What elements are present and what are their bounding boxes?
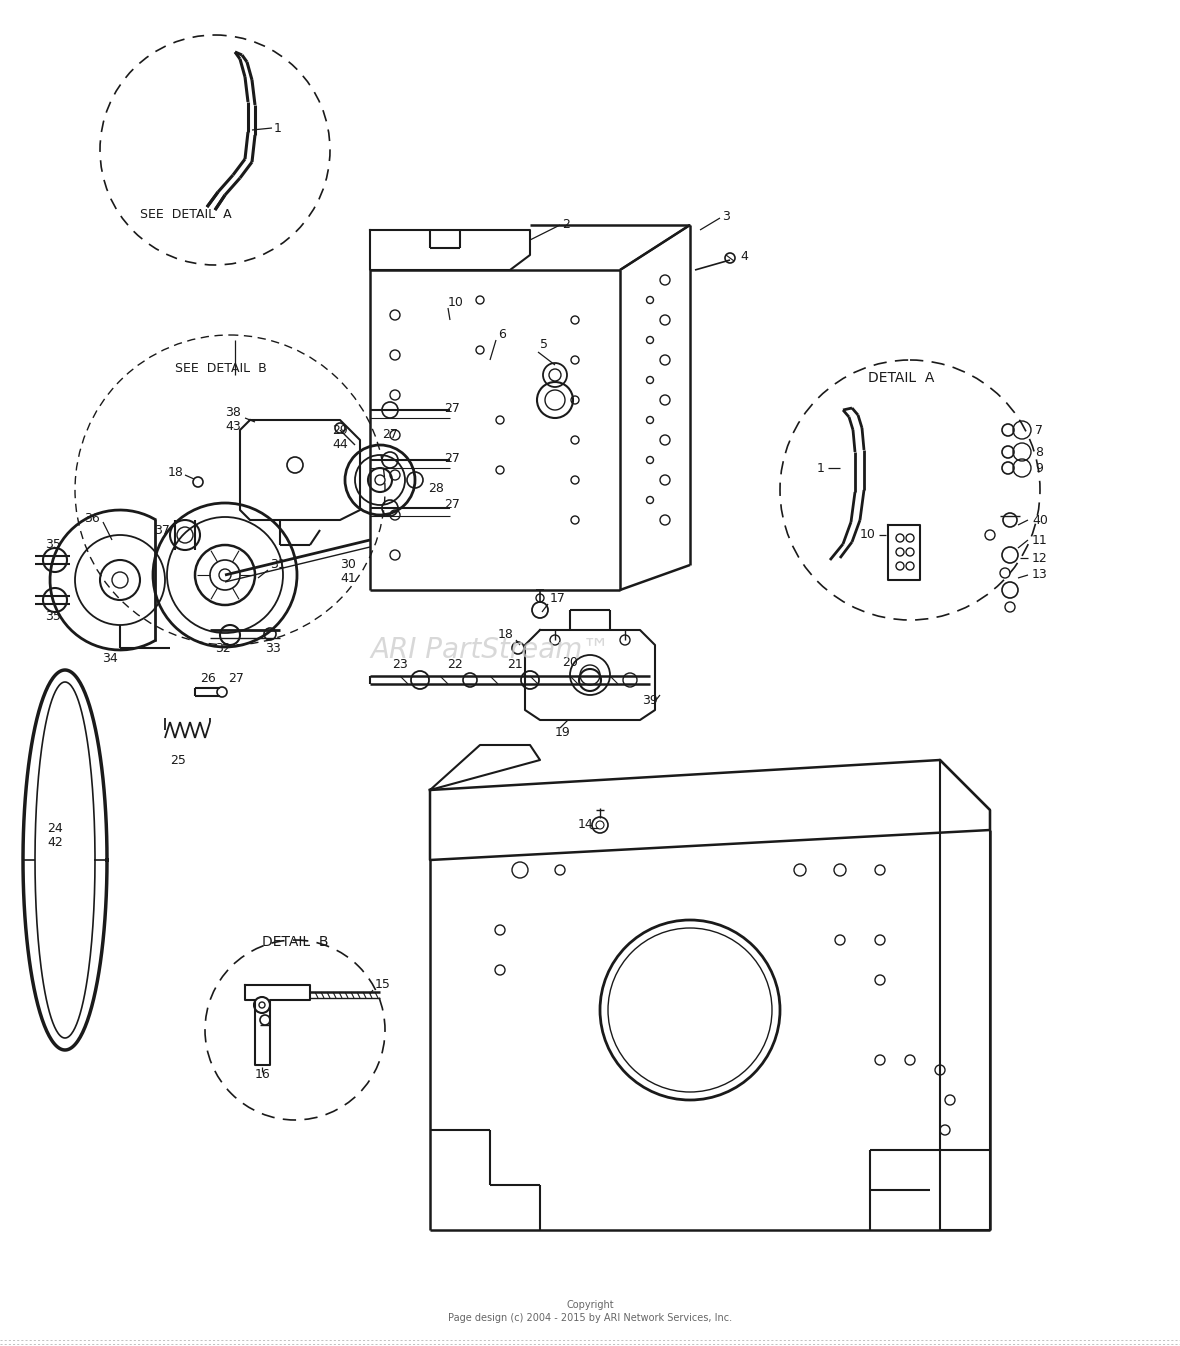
Text: 29: 29 (333, 424, 348, 436)
Text: SEE  DETAIL  B: SEE DETAIL B (175, 362, 267, 374)
Text: 42: 42 (47, 836, 63, 849)
Text: 11: 11 (1032, 533, 1048, 546)
Text: 2: 2 (562, 218, 570, 230)
Text: 40: 40 (1032, 514, 1048, 526)
Text: 22: 22 (447, 658, 463, 672)
Text: 1: 1 (274, 121, 282, 135)
Text: SEE  DETAIL  A: SEE DETAIL A (140, 209, 231, 222)
Text: Page design (c) 2004 - 2015 by ARI Network Services, Inc.: Page design (c) 2004 - 2015 by ARI Netwo… (448, 1312, 732, 1323)
Text: 16: 16 (255, 1069, 270, 1081)
Text: 35: 35 (45, 610, 61, 622)
Text: 10: 10 (860, 529, 876, 541)
Text: DETAIL  B: DETAIL B (262, 935, 328, 949)
Text: 36: 36 (84, 511, 100, 525)
Text: 13: 13 (1032, 568, 1048, 581)
Text: 43: 43 (225, 420, 241, 433)
Text: 1: 1 (817, 462, 825, 475)
Text: 33: 33 (266, 642, 281, 654)
Text: 10: 10 (448, 296, 464, 308)
Text: 27: 27 (382, 428, 398, 441)
Text: 14: 14 (578, 818, 594, 832)
Text: Copyright: Copyright (566, 1300, 614, 1310)
Text: 7: 7 (1035, 424, 1043, 436)
Text: 20: 20 (562, 656, 578, 669)
Text: 21: 21 (507, 658, 523, 672)
Text: 30: 30 (340, 559, 356, 572)
Text: 6: 6 (498, 328, 506, 342)
Text: 35: 35 (45, 538, 61, 552)
Text: 18: 18 (168, 466, 184, 478)
Text: 44: 44 (333, 439, 348, 451)
Text: 27: 27 (444, 498, 460, 511)
Text: 24: 24 (47, 821, 63, 835)
Text: 37: 37 (155, 524, 170, 537)
Text: 41: 41 (340, 572, 355, 584)
Text: 39: 39 (642, 693, 657, 707)
Text: 5: 5 (540, 338, 548, 351)
Text: 31: 31 (270, 559, 286, 572)
Text: 27: 27 (444, 401, 460, 415)
Text: 34: 34 (103, 651, 118, 665)
Text: 3: 3 (722, 210, 730, 223)
Text: 38: 38 (225, 406, 241, 420)
Text: 27: 27 (444, 451, 460, 464)
Text: 9: 9 (1035, 462, 1043, 475)
Text: 25: 25 (170, 754, 186, 766)
Text: 8: 8 (1035, 446, 1043, 459)
Text: ARI PartStream™: ARI PartStream™ (371, 637, 610, 664)
Text: 19: 19 (555, 725, 571, 739)
Text: DETAIL  A: DETAIL A (868, 371, 935, 385)
Text: 28: 28 (428, 482, 444, 494)
Text: 23: 23 (392, 658, 408, 672)
Text: 18: 18 (498, 629, 513, 642)
Text: 26: 26 (199, 672, 216, 685)
Text: 12: 12 (1032, 552, 1048, 564)
Text: 4: 4 (740, 249, 748, 262)
Text: 15: 15 (375, 979, 391, 992)
Text: 27: 27 (228, 672, 244, 685)
Text: 17: 17 (550, 591, 566, 604)
Text: 32: 32 (215, 642, 231, 654)
